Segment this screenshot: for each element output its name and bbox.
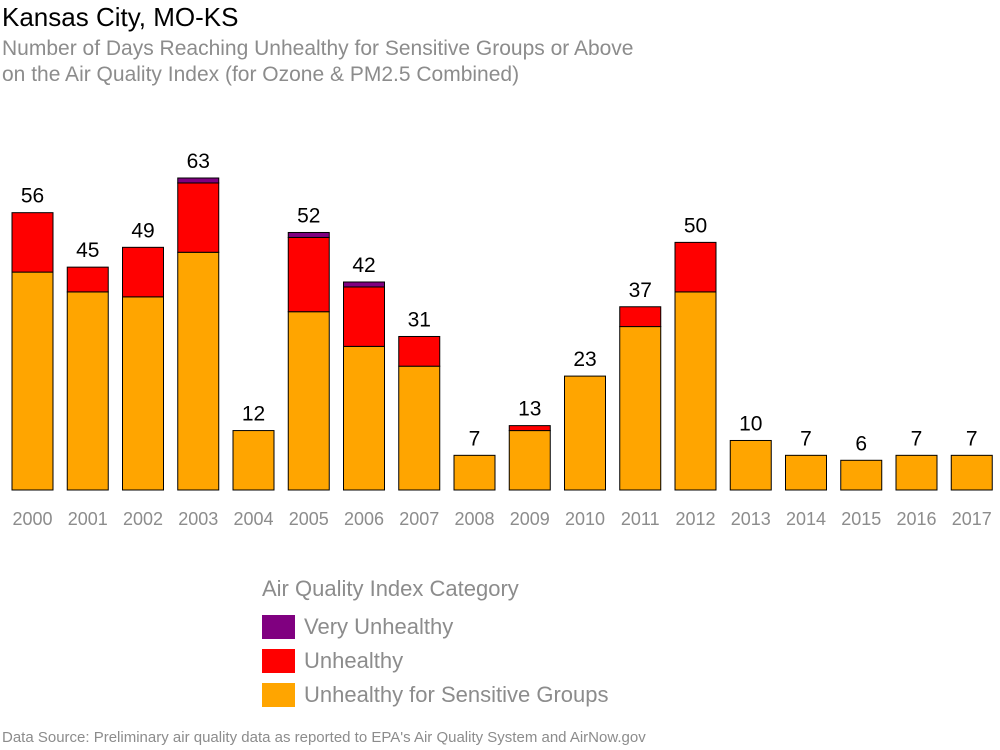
legend-item-very-unhealthy: Very Unhealthy [262, 610, 609, 644]
bar-segment-2002-unhealthy-for-sensitive-groups [122, 296, 164, 491]
bar-segment-2006-unhealthy [343, 286, 385, 347]
bar-segment-2017-unhealthy-for-sensitive-groups [950, 454, 993, 491]
bar-segment-2007-unhealthy-for-sensitive-groups [398, 365, 441, 491]
bar-segment-2007-unhealthy [398, 335, 441, 367]
bar-segment-2012-unhealthy [674, 241, 717, 293]
total-label-2009: 13 [518, 398, 541, 421]
subtitle-line-1: Number of Days Reaching Unhealthy for Se… [2, 37, 634, 60]
legend-swatch-very-unhealthy [262, 615, 295, 639]
total-label-2007: 31 [408, 308, 431, 331]
x-tick-label-2003: 2003 [178, 509, 218, 529]
subtitle-line-2: on the Air Quality Index (for Ozone & PM… [2, 63, 520, 86]
x-tick-label-2005: 2005 [289, 509, 329, 529]
legend-label-very-unhealthy: Very Unhealthy [304, 614, 454, 639]
total-label-2012: 50 [684, 214, 707, 237]
bar-segment-2016-unhealthy-for-sensitive-groups [895, 454, 938, 491]
total-label-2017: 7 [966, 427, 978, 450]
bar-segment-2004-unhealthy-for-sensitive-groups [232, 430, 275, 491]
x-tick-label-2014: 2014 [786, 509, 826, 529]
total-label-2011: 37 [629, 279, 652, 302]
bar-segment-2006-unhealthy-for-sensitive-groups [343, 345, 385, 491]
total-label-2016: 7 [911, 427, 923, 450]
x-tick-label-2007: 2007 [399, 509, 439, 529]
total-label-2001: 45 [76, 239, 99, 262]
chart-title: Kansas City, MO-KS [2, 2, 239, 32]
bar-segment-2009-unhealthy-for-sensitive-groups [508, 430, 551, 491]
x-tick-label-2017: 2017 [952, 509, 992, 529]
x-tick-label-2006: 2006 [344, 509, 384, 529]
total-label-2013: 10 [739, 412, 762, 435]
bar-segment-2006-very-unhealthy [343, 281, 385, 288]
x-tick-label-2011: 2011 [621, 509, 660, 529]
total-label-2000: 56 [21, 185, 44, 208]
legend-item-unhealthy-sensitive: Unhealthy for Sensitive Groups [262, 678, 609, 712]
x-tick-label-2012: 2012 [675, 509, 715, 529]
total-label-2015: 6 [855, 432, 867, 455]
bar-segment-2003-very-unhealthy [177, 177, 220, 184]
x-tick-label-2013: 2013 [731, 509, 771, 529]
x-tick-label-2009: 2009 [510, 509, 550, 529]
bar-segment-2011-unhealthy [619, 306, 662, 328]
legend-item-unhealthy: Unhealthy [262, 644, 609, 678]
stacked-bar-chart: 56 2000 45 2001 49 2002 63 2003 12 2004 52 2005 42 20… [11, 150, 993, 529]
bar-segment-2003-unhealthy [177, 182, 220, 253]
total-label-2010: 23 [573, 348, 596, 371]
bar-segment-2005-unhealthy [287, 236, 330, 313]
x-tick-label-2015: 2015 [841, 509, 881, 529]
chart-subtitle: Number of Days Reaching Unhealthy for Se… [2, 36, 634, 88]
bar-segment-2005-very-unhealthy [287, 231, 330, 238]
x-tick-label-2016: 2016 [896, 509, 936, 529]
legend-title: Air Quality Index Category [262, 576, 519, 601]
bar-segment-2012-unhealthy-for-sensitive-groups [674, 291, 717, 491]
x-tick-label-2001: 2001 [68, 509, 108, 529]
total-label-2008: 7 [469, 427, 481, 450]
bar-segment-2010-unhealthy-for-sensitive-groups [564, 375, 606, 491]
legend-label-unhealthy: Unhealthy [304, 648, 404, 673]
x-tick-label-2004: 2004 [233, 509, 273, 529]
total-label-2002: 49 [131, 219, 154, 242]
x-tick-label-2002: 2002 [123, 509, 163, 529]
bar-segment-2014-unhealthy-for-sensitive-groups [785, 454, 827, 491]
bar-segment-2001-unhealthy-for-sensitive-groups [66, 291, 109, 491]
total-label-2003: 63 [187, 150, 210, 173]
bar-segment-2005-unhealthy-for-sensitive-groups [287, 311, 330, 491]
total-label-2014: 7 [800, 427, 812, 450]
x-tick-label-2010: 2010 [565, 509, 605, 529]
legend-label-unhealthy-sensitive: Unhealthy for Sensitive Groups [304, 682, 609, 707]
bar-segment-2000-unhealthy [11, 212, 54, 273]
bar-segment-2008-unhealthy-for-sensitive-groups [453, 454, 496, 491]
bar-segment-2002-unhealthy [122, 246, 164, 298]
bar-segment-2003-unhealthy-for-sensitive-groups [177, 251, 220, 491]
bar-segment-2013-unhealthy-for-sensitive-groups [729, 439, 772, 491]
bar-segment-2011-unhealthy-for-sensitive-groups [619, 326, 662, 491]
total-label-2004: 12 [242, 403, 265, 426]
total-label-2005: 52 [297, 204, 320, 227]
legend-swatch-unhealthy [262, 649, 295, 673]
legend: Air Quality Index Category Very Unhealth… [262, 576, 609, 712]
bar-segment-2009-unhealthy [508, 425, 551, 432]
x-tick-label-2000: 2000 [12, 509, 52, 529]
bar-segment-2001-unhealthy [66, 266, 109, 293]
data-source-note: Data Source: Preliminary air quality dat… [2, 729, 646, 746]
total-label-2006: 42 [352, 254, 375, 277]
legend-swatch-unhealthy-sensitive [262, 683, 295, 707]
x-tick-label-2008: 2008 [454, 509, 494, 529]
bar-segment-2015-unhealthy-for-sensitive-groups [840, 459, 883, 491]
bar-segment-2000-unhealthy-for-sensitive-groups [11, 271, 54, 491]
